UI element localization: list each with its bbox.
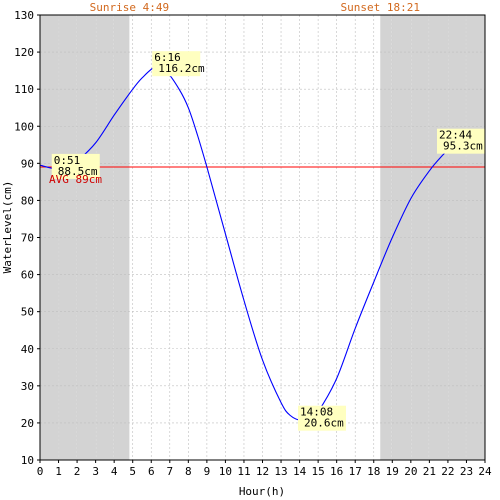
- x-tick-label: 11: [237, 465, 250, 478]
- y-tick-label: 130: [14, 9, 34, 22]
- x-tick-label: 2: [74, 465, 81, 478]
- x-tick-label: 4: [111, 465, 118, 478]
- extreme-value-label: 20.6cm: [304, 417, 344, 430]
- extreme-time-label: 14:08: [300, 406, 333, 419]
- tide-series-line: [39, 65, 486, 422]
- x-tick-label: 22: [441, 465, 454, 478]
- extreme-value-label: 88.5cm: [58, 165, 98, 178]
- y-tick-label: 80: [21, 194, 34, 207]
- extreme-label-box: [297, 405, 346, 431]
- x-tick-label: 1: [55, 465, 62, 478]
- y-tick-label: 10: [21, 454, 34, 467]
- avg-label: AVG 89cm: [49, 173, 102, 186]
- x-tick-label: 8: [185, 465, 192, 478]
- x-tick-label: 13: [274, 465, 287, 478]
- x-axis-label: Hour(h): [239, 485, 285, 498]
- extreme-label-box: [51, 153, 100, 179]
- x-tick-label: 12: [256, 465, 269, 478]
- x-tick-label: 14: [293, 465, 307, 478]
- extreme-value-label: 95.3cm: [443, 140, 483, 153]
- extreme-label-box: [437, 128, 485, 154]
- x-tick-label: 0: [37, 465, 44, 478]
- x-tick-label: 20: [404, 465, 417, 478]
- x-tick-label: 5: [129, 465, 136, 478]
- extreme-time-label: 0:51: [54, 154, 81, 167]
- x-tick-label: 7: [166, 465, 173, 478]
- extreme-label-box: [152, 51, 201, 77]
- series-group: [39, 65, 486, 422]
- x-tick-label: 23: [460, 465, 473, 478]
- x-tick-label: 18: [367, 465, 380, 478]
- x-tick-label: 9: [204, 465, 211, 478]
- x-tick-label: 15: [312, 465, 325, 478]
- y-tick-label: 70: [21, 232, 34, 245]
- y-tick-label: 60: [21, 269, 34, 282]
- night-shading: [40, 15, 485, 460]
- y-tick-label: 110: [14, 83, 34, 96]
- y-tick-label: 120: [14, 46, 34, 59]
- x-tick-label: 19: [386, 465, 399, 478]
- sunrise-label: Sunrise 4:49: [90, 1, 169, 14]
- x-tick-label: 16: [330, 465, 343, 478]
- y-tick-label: 50: [21, 306, 34, 319]
- sunset-label: Sunset 18:21: [340, 1, 419, 14]
- x-tick-label: 17: [349, 465, 362, 478]
- x-tick-label: 6: [148, 465, 155, 478]
- x-tick-label: 10: [219, 465, 232, 478]
- extreme-value-label: 116.2cm: [158, 62, 205, 75]
- x-tick-label: 3: [92, 465, 99, 478]
- y-tick-label: 100: [14, 120, 34, 133]
- axes: 0 1 2 3 4 5 6 7 8 9 10 11 12 13 14 15 16 17 18 19 20 21 22 23 24…: [14, 9, 492, 478]
- y-tick-label: 30: [21, 380, 34, 393]
- y-axis-label: WaterLevel(cm): [1, 181, 14, 274]
- extreme-time-label: 6:16: [154, 51, 181, 64]
- y-tick-label: 20: [21, 417, 34, 430]
- y-tick-label: 90: [21, 157, 34, 170]
- extreme-time-label: 22:44: [439, 129, 472, 142]
- y-tick-label: 40: [21, 343, 34, 356]
- x-tick-label: 24: [478, 465, 492, 478]
- x-tick-label: 21: [423, 465, 436, 478]
